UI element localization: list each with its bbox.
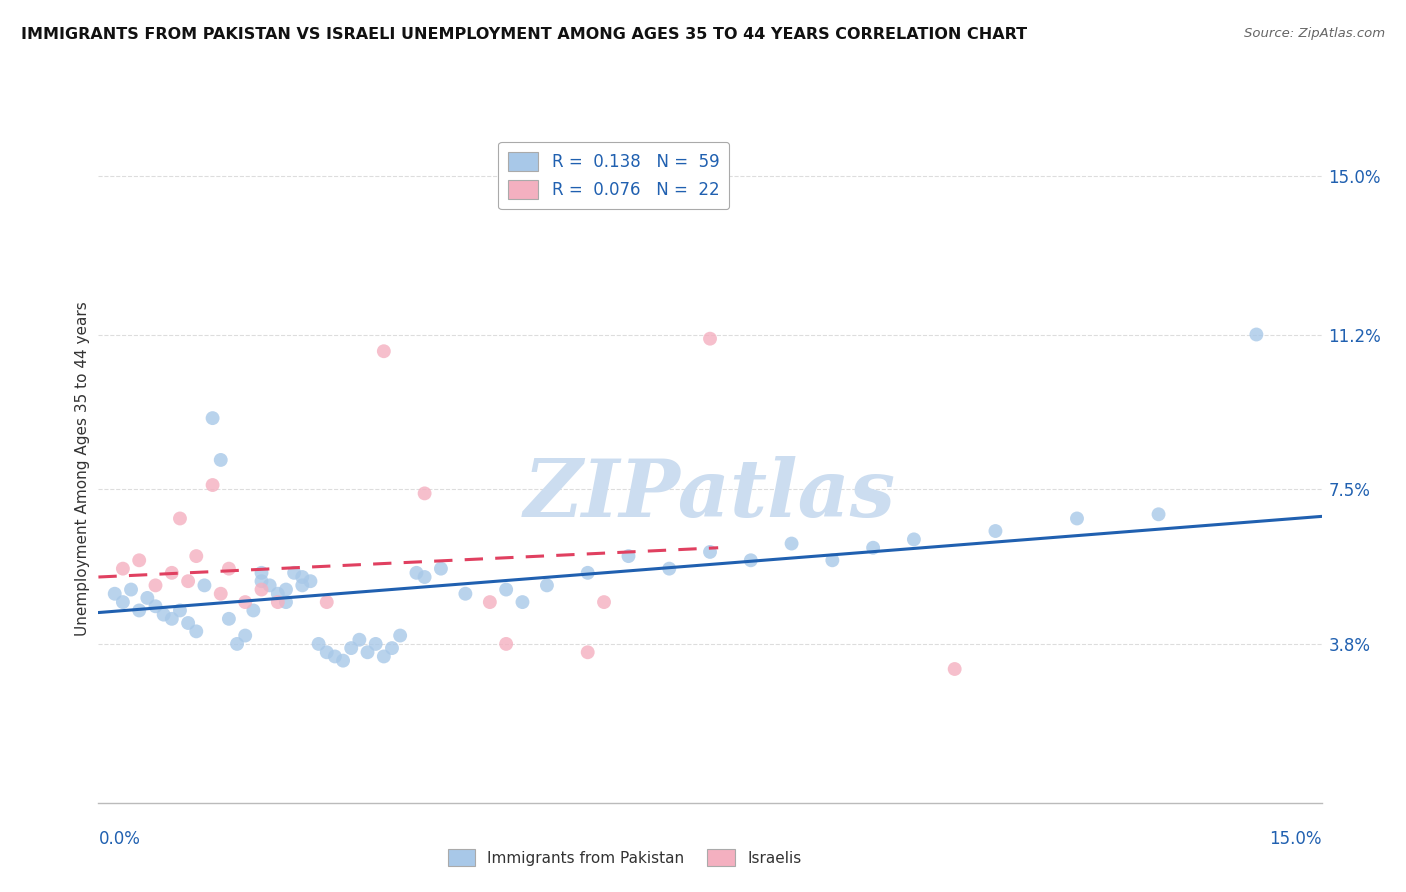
Point bbox=[186, 549, 208, 563]
Point bbox=[699, 332, 721, 346]
Point bbox=[430, 562, 453, 576]
Point bbox=[903, 533, 925, 547]
Text: Source: ZipAtlas.com: Source: ZipAtlas.com bbox=[1244, 27, 1385, 40]
Point bbox=[593, 595, 616, 609]
Point bbox=[299, 574, 322, 589]
Point bbox=[201, 411, 224, 425]
Point bbox=[218, 612, 240, 626]
Y-axis label: Unemployment Among Ages 35 to 44 years: Unemployment Among Ages 35 to 44 years bbox=[75, 301, 90, 636]
Point bbox=[495, 637, 517, 651]
Point bbox=[658, 562, 681, 576]
Point bbox=[862, 541, 884, 555]
Point bbox=[250, 566, 273, 580]
Point bbox=[209, 453, 232, 467]
Point bbox=[536, 578, 558, 592]
Point bbox=[152, 607, 174, 622]
Point bbox=[177, 574, 200, 589]
Point bbox=[274, 582, 297, 597]
Point bbox=[250, 582, 273, 597]
Point bbox=[323, 649, 346, 664]
Point bbox=[373, 649, 395, 664]
Point bbox=[364, 637, 387, 651]
Point bbox=[308, 637, 330, 651]
Text: ZIPatlas: ZIPatlas bbox=[524, 457, 896, 533]
Point bbox=[1147, 508, 1170, 522]
Point bbox=[413, 486, 436, 500]
Point bbox=[169, 603, 191, 617]
Point bbox=[617, 549, 640, 563]
Point bbox=[136, 591, 159, 605]
Point bbox=[1066, 511, 1088, 525]
Point bbox=[332, 654, 354, 668]
Point bbox=[111, 595, 134, 609]
Point bbox=[226, 637, 249, 651]
Point bbox=[315, 645, 337, 659]
Point bbox=[413, 570, 436, 584]
Point bbox=[984, 524, 1007, 538]
Point bbox=[315, 595, 337, 609]
Point bbox=[267, 587, 290, 601]
Point bbox=[177, 615, 200, 630]
Point bbox=[145, 578, 167, 592]
Point bbox=[209, 587, 232, 601]
Point bbox=[478, 595, 501, 609]
Point bbox=[1246, 327, 1268, 342]
Point bbox=[699, 545, 721, 559]
Point bbox=[250, 574, 273, 589]
Legend: Immigrants from Pakistan, Israelis: Immigrants from Pakistan, Israelis bbox=[439, 839, 810, 875]
Point bbox=[740, 553, 762, 567]
Point bbox=[291, 570, 314, 584]
Text: IMMIGRANTS FROM PAKISTAN VS ISRAELI UNEMPLOYMENT AMONG AGES 35 TO 44 YEARS CORRE: IMMIGRANTS FROM PAKISTAN VS ISRAELI UNEM… bbox=[21, 27, 1028, 42]
Point bbox=[291, 578, 314, 592]
Point bbox=[267, 595, 290, 609]
Point bbox=[160, 566, 183, 580]
Point bbox=[120, 582, 142, 597]
Point bbox=[780, 536, 803, 550]
Point bbox=[242, 603, 264, 617]
Text: 15.0%: 15.0% bbox=[1270, 830, 1322, 847]
Point bbox=[283, 566, 305, 580]
Point bbox=[128, 603, 150, 617]
Point bbox=[128, 553, 150, 567]
Point bbox=[160, 612, 183, 626]
Point bbox=[576, 566, 599, 580]
Point bbox=[381, 641, 404, 656]
Point bbox=[495, 582, 517, 597]
Point bbox=[821, 553, 844, 567]
Point bbox=[576, 645, 599, 659]
Point bbox=[111, 562, 134, 576]
Text: 0.0%: 0.0% bbox=[98, 830, 141, 847]
Point bbox=[186, 624, 208, 639]
Point bbox=[233, 628, 256, 642]
Point bbox=[218, 562, 240, 576]
Point bbox=[201, 478, 224, 492]
Point bbox=[349, 632, 371, 647]
Point bbox=[454, 587, 477, 601]
Point bbox=[356, 645, 378, 659]
Point bbox=[373, 344, 395, 359]
Point bbox=[512, 595, 534, 609]
Point bbox=[193, 578, 215, 592]
Point bbox=[389, 628, 412, 642]
Point bbox=[943, 662, 966, 676]
Point bbox=[233, 595, 256, 609]
Point bbox=[145, 599, 167, 614]
Point bbox=[274, 595, 297, 609]
Point bbox=[259, 578, 281, 592]
Point bbox=[169, 511, 191, 525]
Point bbox=[104, 587, 127, 601]
Point bbox=[405, 566, 427, 580]
Point bbox=[340, 641, 363, 656]
